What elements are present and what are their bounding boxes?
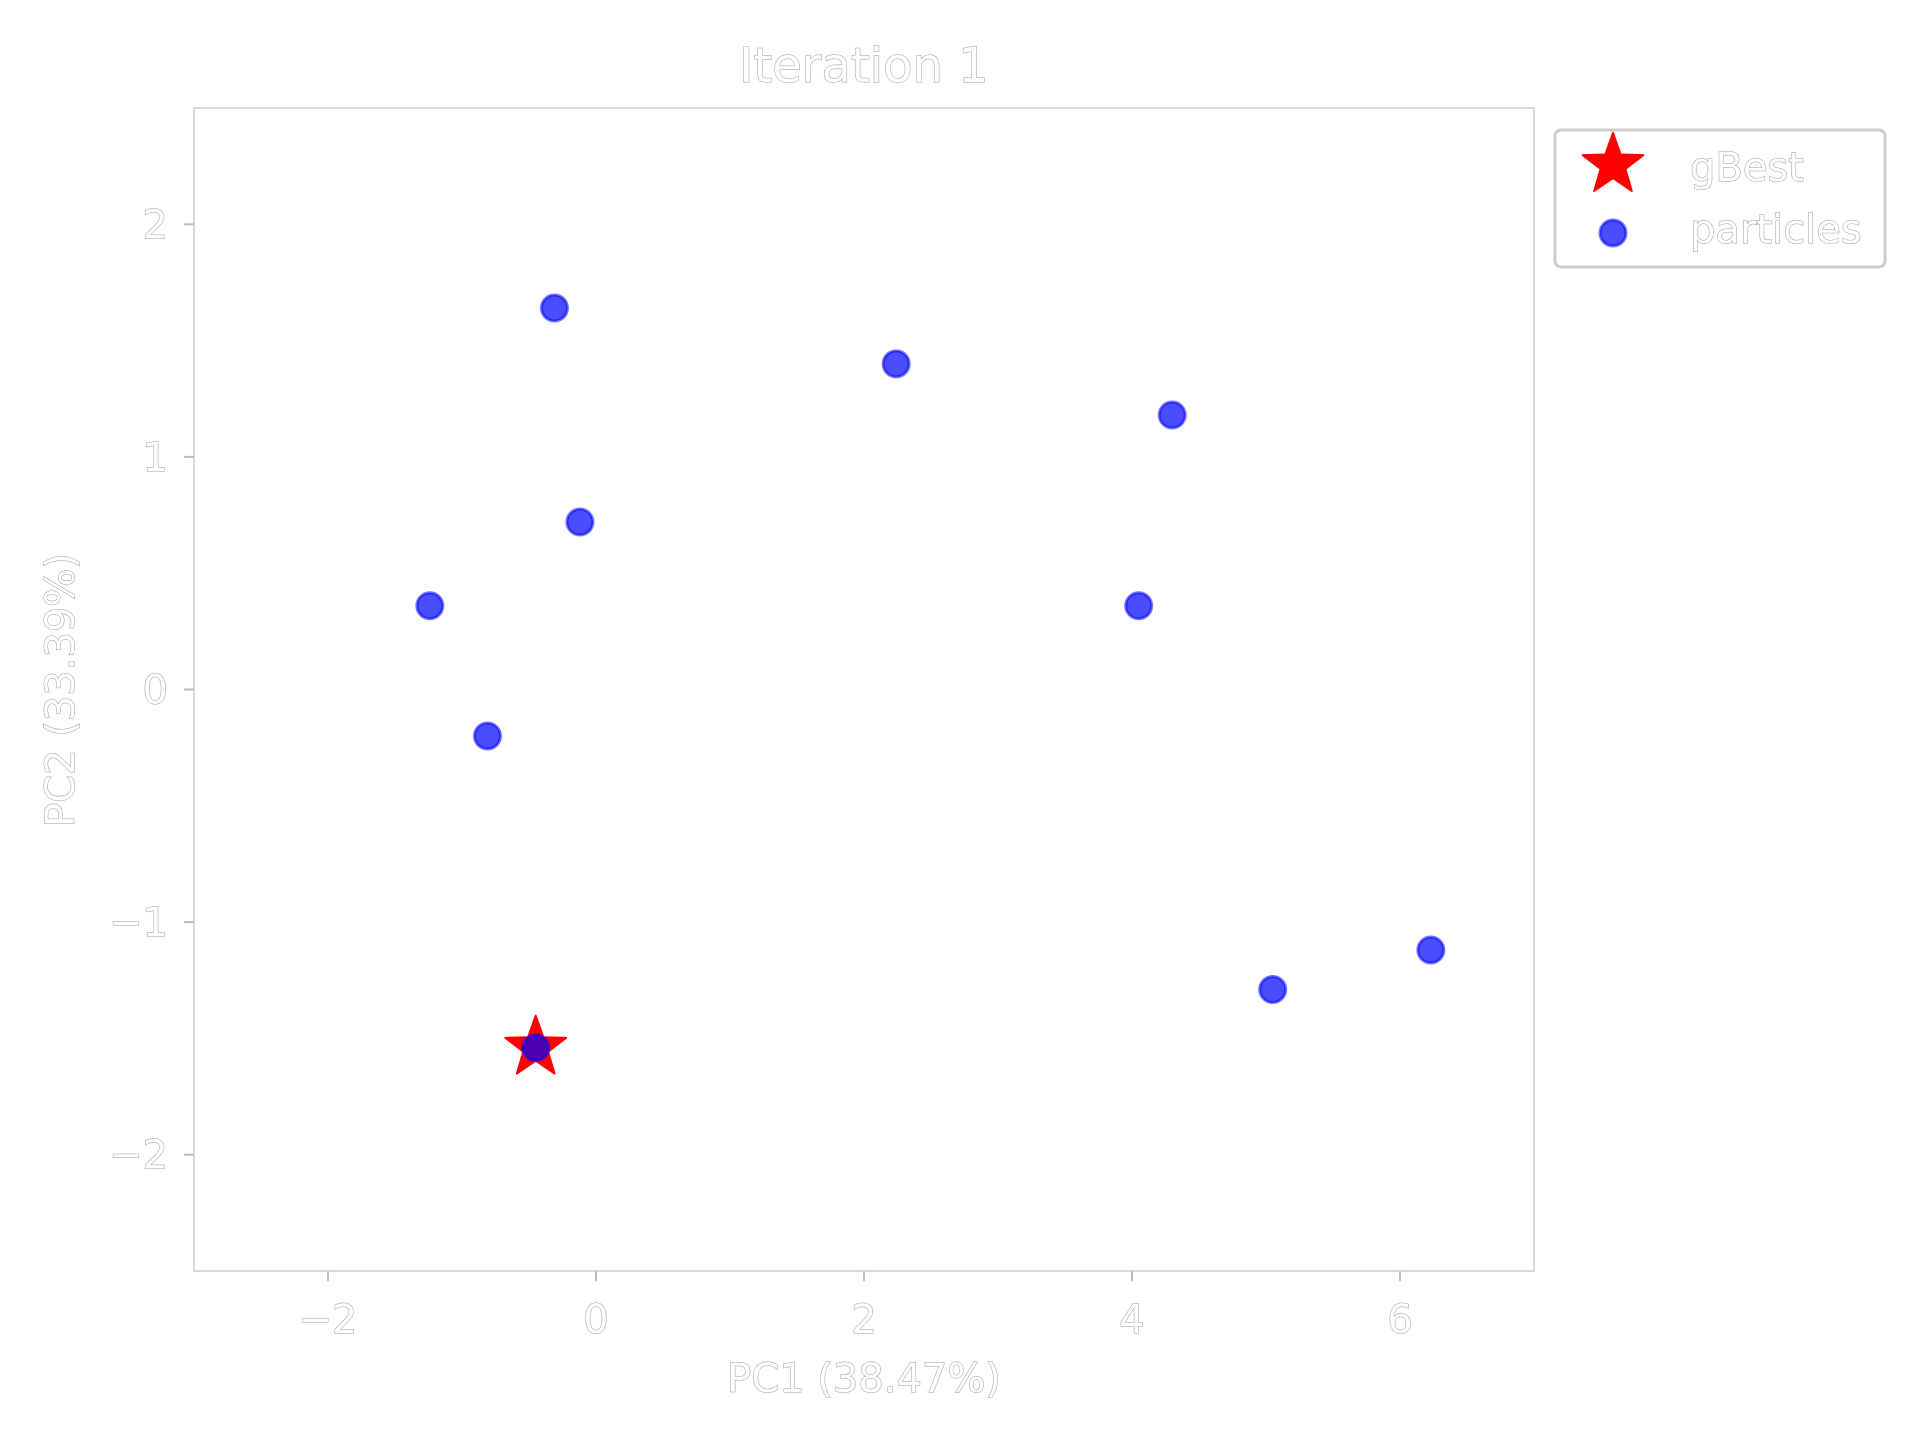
x-tick-label: 4 [1119, 1297, 1144, 1343]
legend-circle-icon [1600, 220, 1626, 246]
x-tick-label: 0 [583, 1297, 608, 1343]
x-axis-label: PC1 (38.47%) [727, 1356, 1001, 1402]
particles-point [417, 593, 443, 619]
particles-point [1126, 593, 1152, 619]
particles-point [1418, 937, 1444, 963]
particles-point [474, 723, 500, 749]
x-tick-label: −2 [299, 1297, 358, 1343]
particles-point [541, 295, 567, 321]
y-tick-label: −2 [109, 1133, 168, 1179]
x-tick-label: 6 [1387, 1297, 1412, 1343]
y-tick-label: 1 [143, 435, 168, 481]
particles-point [883, 351, 909, 377]
legend-label-particles: particles [1690, 207, 1862, 253]
x-tick-label: 2 [851, 1297, 876, 1343]
particles-point [1260, 977, 1286, 1003]
y-tick-label: 0 [143, 668, 168, 714]
legend-label-gbest: gBest [1690, 145, 1804, 191]
legend: gBest particles [1555, 130, 1885, 267]
y-axis-label: PC2 (33.39%) [38, 553, 84, 827]
plot-area [194, 108, 1534, 1271]
chart-title: Iteration 1 [739, 38, 988, 94]
y-tick-label: 2 [143, 202, 168, 248]
particles-point [523, 1035, 549, 1061]
particles-point [1159, 402, 1185, 428]
y-tick-label: −1 [109, 900, 168, 946]
particles-point [567, 509, 593, 535]
